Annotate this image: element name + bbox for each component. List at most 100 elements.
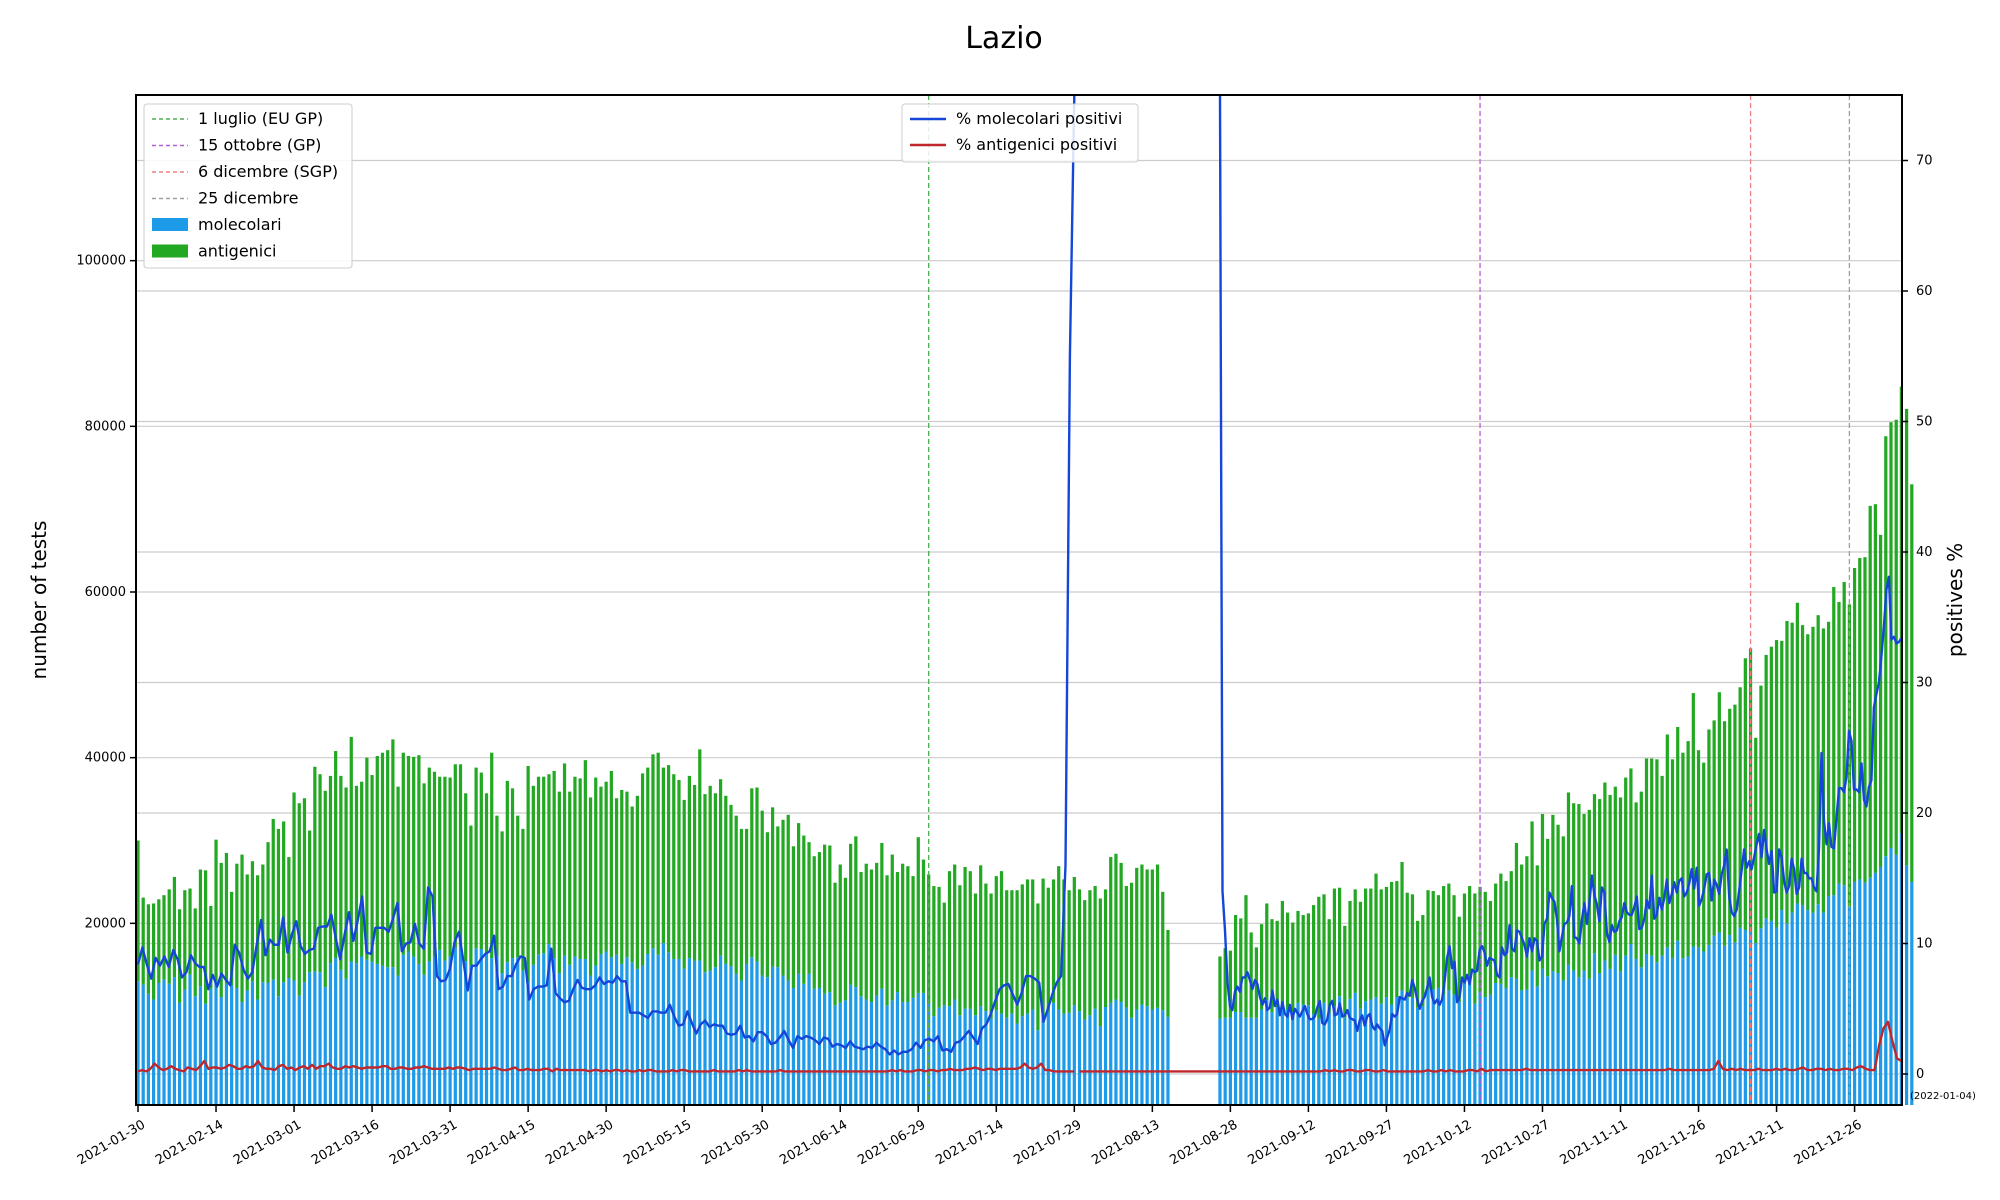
bar-molecolari <box>1514 978 1519 1105</box>
bar-antigenici <box>781 819 785 976</box>
bar-molecolari <box>1728 934 1732 1105</box>
bar-antigenici <box>755 787 759 962</box>
bar-molecolari <box>1806 910 1810 1105</box>
bar-molecolari <box>1587 978 1591 1105</box>
bar-antigenici <box>1644 758 1649 954</box>
bar-molecolari <box>344 978 348 1105</box>
bar-molecolari <box>1254 1017 1258 1105</box>
bar-molecolari <box>474 948 478 1105</box>
bar-antigenici <box>1223 948 1227 1018</box>
bar-molecolari <box>1852 881 1857 1105</box>
bar-molecolari <box>1114 999 1118 1105</box>
bar-molecolari <box>1369 999 1373 1105</box>
bar-antigenici <box>750 788 754 958</box>
bar-molecolari <box>484 953 489 1105</box>
bar-molecolari <box>1374 997 1378 1105</box>
bar-antigenici <box>1514 842 1519 979</box>
bar-molecolari <box>750 957 754 1105</box>
bar-molecolari <box>1405 997 1409 1105</box>
bar-molecolari <box>245 990 249 1105</box>
bar-molecolari <box>1098 1026 1102 1105</box>
bar-antigenici <box>1764 654 1768 919</box>
bar-molecolari <box>1873 872 1878 1105</box>
bar-antigenici <box>791 846 796 988</box>
bar-antigenici <box>953 864 957 1000</box>
bar-antigenici <box>167 889 171 984</box>
bar-antigenici <box>963 867 967 1009</box>
bar-molecolari <box>172 977 177 1105</box>
bar-molecolari <box>334 958 338 1105</box>
bar-antigenici <box>339 775 343 970</box>
bar-molecolari <box>703 972 707 1105</box>
bar-antigenici <box>1109 857 1113 1003</box>
bar-molecolari <box>1462 983 1467 1105</box>
bar-antigenici <box>620 789 624 964</box>
line-series <box>136 95 1076 1056</box>
bar-antigenici <box>682 799 686 969</box>
bar-molecolari <box>1057 1009 1061 1105</box>
bar-antigenici <box>438 776 442 950</box>
bar-antigenici <box>1598 799 1602 974</box>
bar-antigenici <box>1759 685 1763 929</box>
bar-molecolari <box>973 1015 978 1105</box>
bar-molecolari <box>1572 970 1576 1105</box>
bar-antigenici <box>1639 791 1643 968</box>
bar-molecolari <box>1343 1017 1347 1105</box>
bar-antigenici <box>1332 888 1337 1007</box>
bar-antigenici <box>1296 910 1300 1003</box>
bar-antigenici <box>672 774 676 959</box>
bar-molecolari <box>349 961 353 1105</box>
bar-antigenici <box>1259 924 1264 1010</box>
bar-antigenici <box>698 749 702 961</box>
bar-molecolari <box>1499 983 1503 1105</box>
bar-antigenici <box>562 763 567 956</box>
legend-label: 25 dicembre <box>198 189 299 208</box>
bar-molecolari <box>230 985 234 1105</box>
bar-molecolari <box>1041 1015 1045 1105</box>
bar-molecolari <box>328 963 333 1105</box>
bar-molecolari <box>1020 1016 1024 1105</box>
bar-molecolari <box>1358 1008 1363 1105</box>
bar-molecolari <box>1395 997 1399 1105</box>
bar-antigenici <box>510 788 515 959</box>
bar-antigenici <box>807 842 811 974</box>
legend-bar-swatch <box>152 244 188 258</box>
bar-molecolari <box>1556 973 1560 1105</box>
bar-antigenici <box>204 870 208 1004</box>
bar-antigenici <box>1005 890 1009 1018</box>
bar-molecolari <box>266 982 270 1105</box>
bar-molecolari <box>146 993 151 1105</box>
bar-molecolari <box>927 1003 931 1105</box>
bar-molecolari <box>786 980 790 1105</box>
bar-molecolari <box>1525 989 1529 1105</box>
bar-antigenici <box>1025 879 1030 1014</box>
bar-molecolari <box>1618 971 1623 1105</box>
bar-molecolari <box>1780 910 1784 1105</box>
bar-antigenici <box>1015 890 1019 1024</box>
bar-molecolari <box>526 982 530 1105</box>
bar-molecolari <box>542 953 546 1105</box>
legend-label: antigenici <box>198 242 277 261</box>
bar-molecolari <box>1816 904 1820 1105</box>
bar-antigenici <box>760 810 764 976</box>
bar-antigenici <box>802 835 806 984</box>
bar-antigenici <box>1665 734 1669 948</box>
bar-antigenici <box>817 852 822 988</box>
bar-molecolari <box>193 996 197 1105</box>
bar-molecolari <box>1821 912 1825 1105</box>
bar-molecolari <box>625 957 629 1105</box>
bar-molecolari <box>994 1010 998 1105</box>
bar-antigenici <box>875 862 879 996</box>
bar-antigenici <box>1785 620 1789 924</box>
bar-molecolari <box>443 960 447 1105</box>
bar-antigenici <box>1494 883 1498 983</box>
bar-molecolari <box>1431 989 1435 1105</box>
bar-molecolari <box>1868 877 1872 1105</box>
bar-antigenici <box>344 787 348 979</box>
bar-antigenici <box>1390 881 1394 1005</box>
bar-molecolari <box>953 999 957 1105</box>
bar-molecolari <box>479 949 483 1105</box>
bar-molecolari <box>1223 1017 1227 1105</box>
bar-molecolari <box>588 975 593 1105</box>
bar-antigenici <box>1410 894 1415 998</box>
